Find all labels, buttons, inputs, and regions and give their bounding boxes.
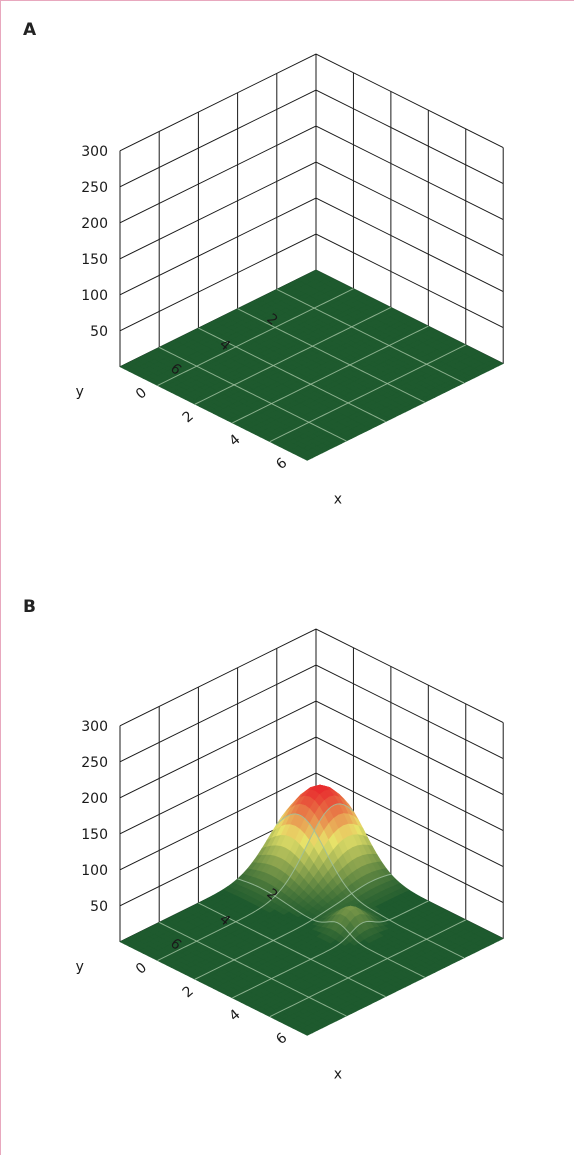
wall-gridline-z [119,664,504,763]
z-tick-label: 50 [90,324,108,340]
surface-cell [301,455,313,461]
surface-gridline-y [237,308,426,403]
surface-gridline-y [276,813,465,959]
x-tick-label: 4 [226,1006,243,1024]
surface-gridline-y [198,902,386,998]
surface-gridline-y [237,878,426,978]
x-tick-label: 2 [180,983,197,1001]
wall-gridline-z [119,161,504,260]
surface-gridline-x [269,344,466,443]
z-tick-label: 150 [81,827,108,843]
y-axis-label: y [76,959,84,975]
z-tick-label: 50 [90,899,108,915]
z-tick-label: 200 [81,216,108,232]
x-axis-label: x [334,1067,342,1083]
wall-gridline-z [119,700,504,799]
surface-gridline-x [194,873,392,980]
wall-gridline-z [119,53,504,152]
surface-gridline-y [158,921,347,1017]
surface-gridline-y [198,327,386,423]
surface-gridline-x [232,900,429,999]
surface-gridline-x [157,803,354,961]
panel-label-a: A [23,20,37,40]
z-tick-label: 100 [81,863,108,879]
x-axis-label: x [334,492,342,508]
surface-gridline-x [157,288,354,386]
z-tick-label: 200 [81,791,108,807]
surface-gridline-x [269,919,466,1018]
surface-gridline-x [194,306,392,405]
x-tick-label: 0 [133,960,150,978]
z-tick-label: 300 [81,719,108,735]
x-tick-label: 6 [273,1030,290,1048]
surface-cell [301,1030,313,1036]
wall-gridline-z [119,628,504,727]
z-tick-label: 300 [81,144,108,160]
x-tick-label: 2 [180,408,197,426]
wall-gridline-z [119,125,504,224]
y-axis-label: y [76,384,84,400]
z-tick-label: 250 [81,180,108,196]
z-tick-label: 100 [81,288,108,304]
x-tick-label: 0 [133,385,150,403]
z-tick-label: 150 [81,252,108,268]
z-tick-label: 250 [81,755,108,771]
panel-label-b: B [23,597,36,617]
x-tick-label: 4 [226,431,243,449]
surface-gridline-x [232,325,429,424]
wall-gridline-z [119,89,504,188]
x-tick-label: 6 [273,455,290,473]
surface-gridline-y [158,346,347,442]
surface-gridline-y [276,288,465,384]
